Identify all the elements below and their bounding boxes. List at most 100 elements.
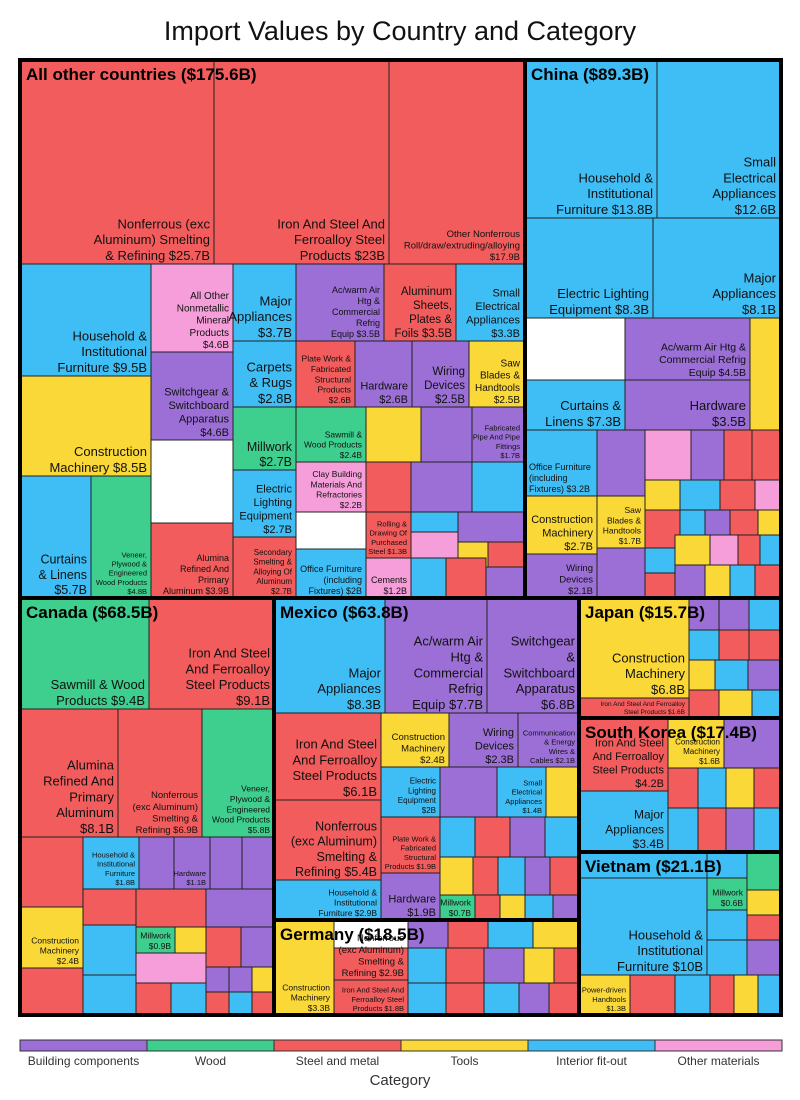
- tile-all-other-countries-millwork: [232, 406, 297, 471]
- tile-china-minor-16: [690, 429, 725, 481]
- tile-all-other-countries-switchgear-switchboard-apparatus-label: Switchgear & Switchboard Apparatus $4.6B: [164, 387, 229, 439]
- tile-canada-minor-40: [209, 836, 243, 890]
- tile-all-other-countries-secondary-smelting-alloying-of-aluminum: [232, 536, 297, 599]
- tile-mexico-small-electrical-appliances-label: Small Electrical Appliances $1.4B: [505, 779, 542, 815]
- tile-all-other-countries-rolling-drawing-of-purchased-steel: [365, 511, 412, 559]
- tile-mexico-hardware: [380, 872, 441, 921]
- tile-all-other-countries-nonferrous-exc-aluminum-smelting-refining: [19, 59, 215, 265]
- tile-canada-minor-56: [228, 966, 253, 993]
- tile-south-korea-minor-96: [753, 807, 782, 853]
- tile-canada-iron-and-steel-and-ferroalloy-steel-products-label: Iron And Steel And Ferroalloy Steel Produc…: [185, 645, 270, 708]
- tile-canada-minor-54: [170, 982, 207, 1016]
- tile-south-korea-minor-93: [667, 807, 699, 853]
- tile-vietnam-power-driven-handtools: [578, 974, 631, 1016]
- tile-all-other-countries-minor-1: [410, 531, 459, 559]
- tile-mexico-minor-61: [439, 766, 498, 818]
- tile-all-other-countries-saw-blades-handtools: [468, 340, 525, 408]
- tile-canada-nonferrous-exc-aluminum-smelting-refining: [117, 708, 203, 838]
- tile-vietnam-minor-104: [746, 939, 782, 976]
- tile-mexico-minor-66: [544, 816, 580, 858]
- country-group-mexico: Major Appliances $8.3B Ac/warm Air Htg & Comm…: [273, 597, 580, 921]
- tile-canada-veneer-plywood-engineered-wood-products-label: Veneer, Plywood & Engineered Wood Products $…: [212, 784, 270, 835]
- tile-china-minor-18: [751, 429, 781, 481]
- tile-all-other-countries-cements-label: Cements $1.2B: [371, 575, 408, 596]
- tile-all-other-countries-ac-warm-air-htg-commercial-refrig-equip: [295, 263, 385, 342]
- country-label-all-other-countries: All other countries ($175.6B): [26, 65, 257, 84]
- legend-swatch-building-components: [19, 1039, 148, 1052]
- tile-all-other-countries-household-institutional-furniture: [19, 263, 152, 377]
- tile-south-korea-minor-91: [725, 767, 755, 809]
- tile-canada-minor-48: [135, 952, 207, 984]
- tile-china-minor-17: [723, 429, 753, 481]
- tile-china-minor-31: [709, 534, 739, 566]
- tile-china-minor-34: [644, 572, 676, 599]
- tile-all-other-countries-other-nonferrous-roll-draw-extruding-alloying-label: Other Nonferrous Roll/draw/extruding/allo…: [404, 229, 520, 263]
- tile-china-household-institutional-furniture: [524, 59, 658, 219]
- legend-label-other-materials: Other materials: [677, 1054, 759, 1068]
- tile-all-other-countries-curtains-linens: [19, 475, 92, 599]
- tile-china-electric-lighting-equipment-label: Electric Lighting Equipment $8.3B: [549, 286, 649, 317]
- tile-all-other-countries-major-appliances-label: Major Appliances $3.7B: [228, 293, 292, 340]
- tile-japan-iron-and-steel-and-ferroalloy-steel-products-label: Iron And Steel And Ferroalloy Steel Produ…: [600, 701, 685, 716]
- tile-all-other-countries-small-electrical-appliances: [455, 263, 525, 342]
- legend-swatch-tools: [400, 1039, 529, 1052]
- tile-china-construction-machinery: [524, 495, 598, 555]
- tile-china-minor-25: [704, 509, 731, 536]
- tile-all-other-countries-minor-10: [471, 461, 525, 513]
- tile-canada-minor-46: [82, 924, 137, 976]
- tile-all-other-countries-wiring-devices: [411, 340, 470, 408]
- tile-mexico-major-appliances-label: Major Appliances $8.3B: [317, 665, 381, 712]
- chart-title: Import Values by Country and Category: [163, 16, 637, 46]
- legend-label-tools: Tools: [450, 1054, 478, 1068]
- tile-china-minor-13: [749, 317, 781, 431]
- tile-all-other-countries-veneer-plywood-engineered-wood-products: [90, 475, 152, 599]
- legend-swatch-other-materials: [654, 1039, 783, 1052]
- tile-mexico-electric-lighting-equipment: [380, 766, 441, 818]
- tile-china-minor-30: [674, 534, 711, 566]
- tile-all-other-countries-minor-11: [365, 406, 422, 463]
- tile-japan-minor-77: [718, 597, 750, 631]
- tile-mexico-minor-67: [439, 856, 474, 896]
- tile-germany-minor-116: [483, 947, 525, 984]
- legend-swatch-wood: [146, 1039, 275, 1052]
- tile-germany-minor-121: [483, 982, 520, 1016]
- tile-mexico-construction-machinery-label: Construction Machinery $2.4B: [392, 732, 446, 766]
- country-group-china: Household & Institutional Furniture $13.8B…: [524, 59, 781, 599]
- tile-all-other-countries-minor-2: [457, 511, 525, 543]
- tile-germany-minor-110: [407, 919, 449, 949]
- tile-mexico-wiring-devices-label: Wiring Devices $2.3B: [475, 727, 515, 766]
- tile-mexico-switchgear-switchboard-apparatus-label: Switchgear & Switchboard Apparatus $6.8B: [503, 634, 575, 712]
- tile-mexico-minor-63: [439, 816, 476, 858]
- tile-canada-millwork-label: Millwork $0.9B: [140, 931, 171, 951]
- tile-mexico-minor-74: [524, 894, 554, 921]
- tile-china-minor-14: [596, 429, 646, 497]
- tile-china-wiring-devices-label: Wiring Devices $2.1B: [559, 563, 593, 597]
- tile-all-other-countries-minor-7: [485, 566, 525, 599]
- tile-canada-iron-and-steel-and-ferroalloy-steel-products: [148, 597, 275, 710]
- tile-japan-minor-78: [748, 597, 782, 631]
- tile-mexico-hardware-label: Hardware $1.9B: [388, 894, 436, 919]
- tile-mexico-wiring-devices: [448, 712, 519, 768]
- tile-canada-minor-55: [205, 966, 230, 993]
- tile-vietnam-minor-109: [757, 974, 782, 1016]
- tile-china-minor-28: [596, 547, 646, 599]
- legend-swatch-interior-fit-out: [527, 1039, 656, 1052]
- tile-mexico-minor-65: [509, 816, 546, 858]
- tile-china-minor-20: [679, 479, 721, 511]
- tile-all-other-countries-alumina-refined-and-primary-aluminum-label: Alumina Refined And Primary Aluminum $3.9B: [163, 553, 230, 596]
- tile-vietnam-minor-105: [629, 974, 676, 1016]
- tile-japan-minor-86: [718, 689, 753, 719]
- tile-mexico-nonferrous-exc-aluminum-smelting-refining-label: Nonferrous (exc Aluminum) Smelting & Refini…: [291, 819, 378, 879]
- tile-vietnam-millwork-label: Millwork $0.6B: [712, 888, 743, 908]
- tile-china-wiring-devices: [524, 553, 598, 599]
- tile-china-minor-37: [729, 564, 756, 599]
- tile-all-other-countries-switchgear-switchboard-apparatus: [150, 351, 234, 441]
- country-group-all-other-countries: Nonferrous (exc Aluminum) Smelting & Refin…: [19, 59, 525, 599]
- tile-vietnam-power-driven-handtools-label: Power-driven Handtools $1.3B: [582, 986, 626, 1013]
- tile-china-minor-32: [737, 534, 761, 566]
- tile-all-other-countries-fabricated-pipe-and-pipe-fittings: [471, 406, 525, 463]
- tile-all-other-countries-office-furniture-including-fixtures-label: Office Furniture (including Fixtures) $2B: [300, 564, 362, 596]
- tile-all-other-countries-saw-blades-handtools-label: Saw Blades & Handtools $2.5B: [475, 358, 521, 406]
- tile-all-other-countries-ac-warm-air-htg-commercial-refrig-equip-label: Ac/warm Air Htg & Commercial Refrig Equip $3…: [331, 285, 380, 339]
- tile-canada-millwork: [135, 926, 176, 954]
